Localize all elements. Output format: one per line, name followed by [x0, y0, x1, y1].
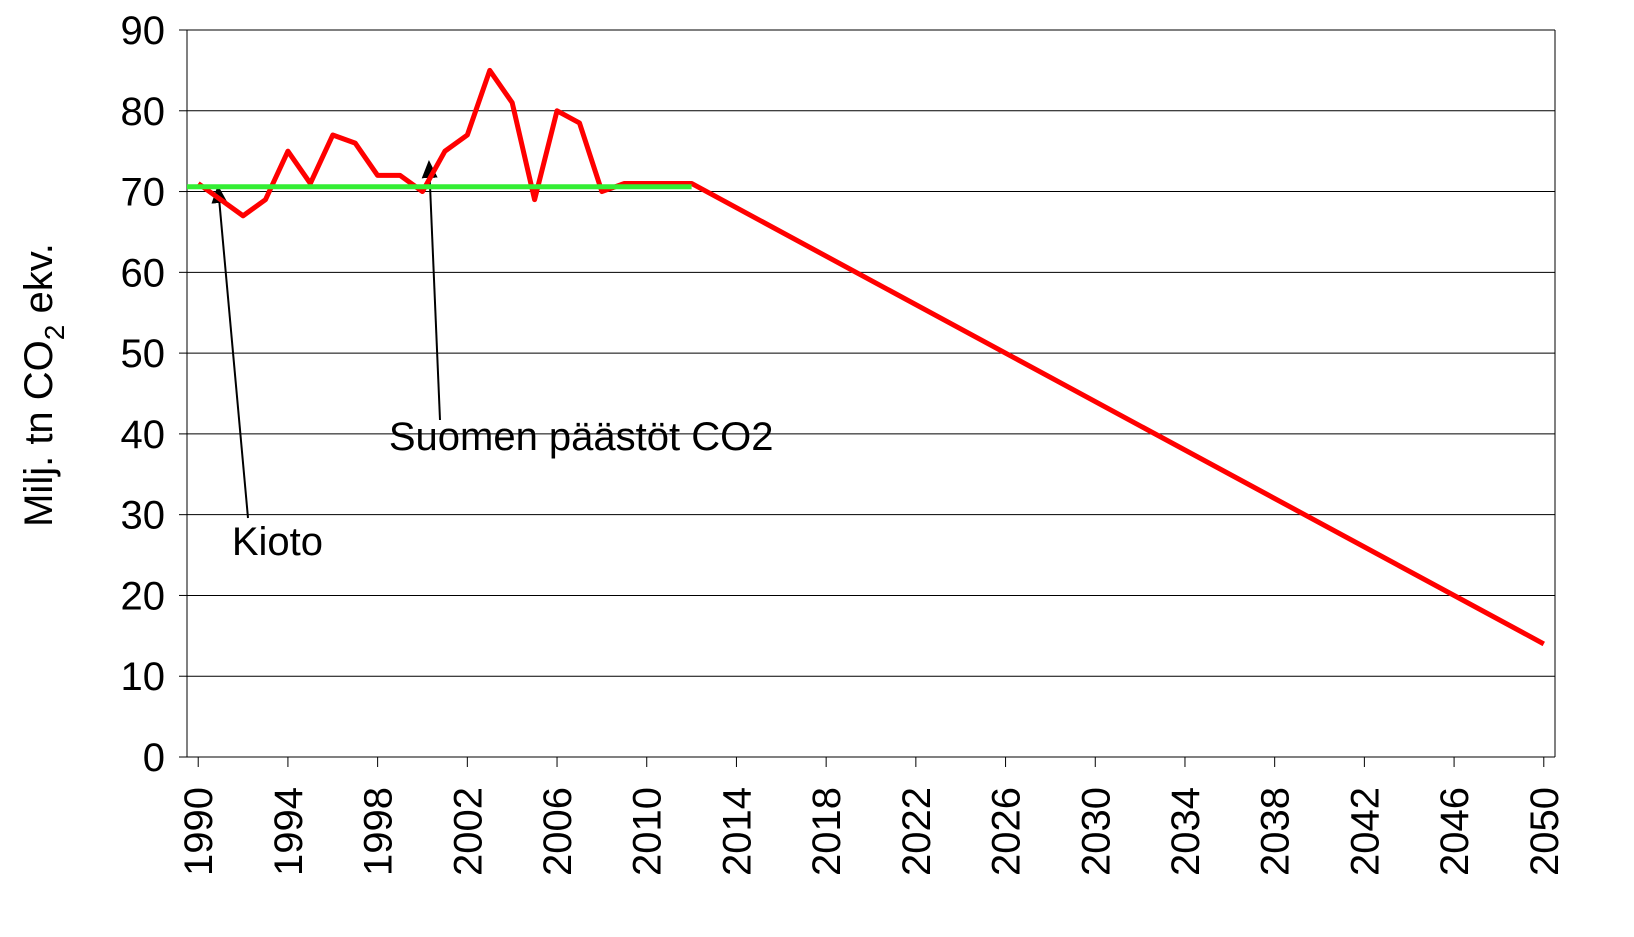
x-tick-label: 2030	[1074, 787, 1118, 876]
x-tick-label: 2026	[985, 787, 1029, 876]
x-tick-label: 2046	[1433, 787, 1477, 876]
y-tick-label: 60	[121, 251, 166, 295]
x-tick-label: 2034	[1164, 787, 1208, 876]
x-tick-label: 2014	[715, 787, 759, 876]
annotation: Kioto	[232, 520, 323, 564]
y-axis-label: Milj. tn CO2 ekv.	[17, 243, 70, 527]
y-tick-label: 10	[121, 655, 166, 699]
x-tick-label: 2002	[446, 787, 490, 876]
series-line	[196, 67, 1545, 647]
x-tick-label: 1994	[267, 787, 311, 876]
x-tick-label: 2006	[536, 787, 580, 876]
y-tick-label: 70	[121, 171, 166, 215]
x-tick-label: 2022	[895, 787, 939, 876]
x-tick-label: 1990	[177, 787, 221, 876]
annotation-arrow	[211, 185, 249, 519]
x-tick-label: 2042	[1343, 787, 1387, 876]
y-tick-label: 40	[121, 413, 166, 457]
y-tick-label: 80	[121, 90, 166, 134]
x-tick-label: 2050	[1523, 787, 1567, 876]
x-tick-label: 2018	[805, 787, 849, 876]
y-tick-label: 50	[121, 332, 166, 376]
x-tick-label: 1998	[357, 787, 401, 876]
y-tick-label: 20	[121, 574, 166, 618]
annotation-arrow	[421, 160, 441, 421]
y-tick-label: 90	[121, 9, 166, 53]
y-tick-label: 30	[121, 494, 166, 538]
x-tick-label: 2010	[626, 787, 670, 876]
x-tick-label: 2038	[1254, 787, 1298, 876]
y-tick-label: 0	[143, 736, 165, 780]
annotation: Suomen päästöt CO2	[389, 415, 774, 459]
